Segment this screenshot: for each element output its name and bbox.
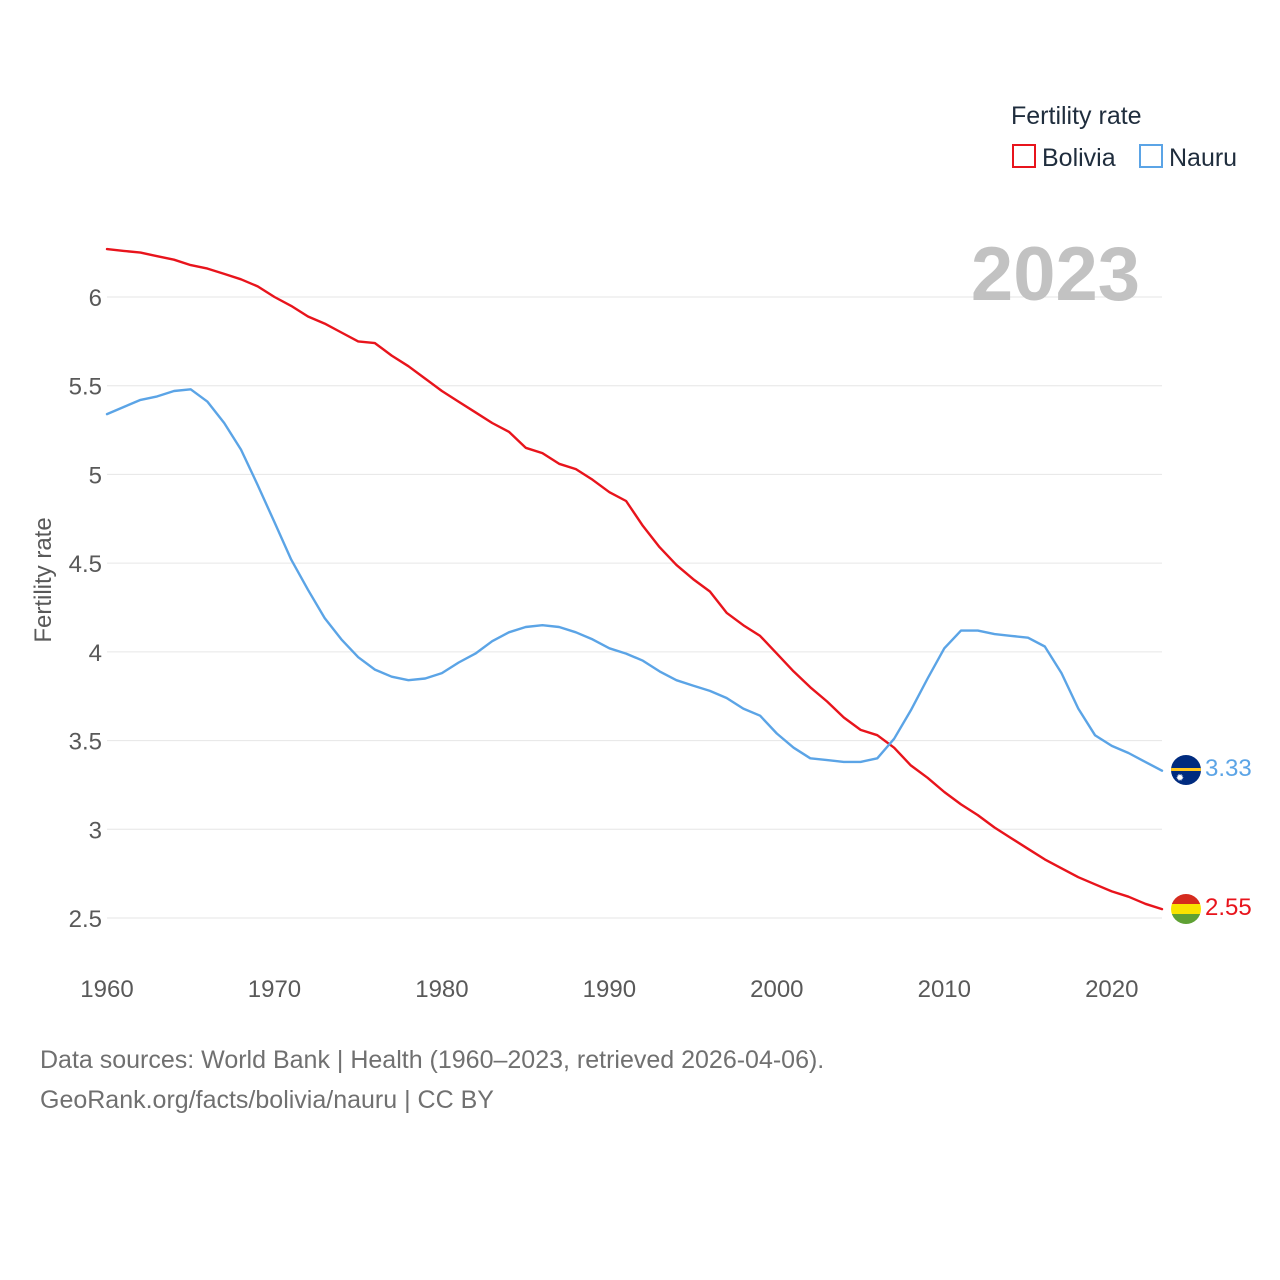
series-line-bolivia bbox=[105, 247, 1164, 911]
x-tick-label: 2020 bbox=[1085, 976, 1138, 1003]
legend-label-bolivia: Bolivia bbox=[1042, 144, 1116, 172]
legend: Fertility rate Bolivia Nauru bbox=[1011, 102, 1237, 172]
legend-swatch-nauru bbox=[1139, 144, 1163, 168]
current-year-label: 2023 bbox=[971, 232, 1140, 317]
nauru-end-value: 3.33 bbox=[1205, 755, 1252, 782]
legend-title: Fertility rate bbox=[1011, 102, 1142, 130]
gridlines bbox=[107, 296, 1162, 919]
x-tick-label: 1970 bbox=[248, 976, 301, 1003]
line-chart: 2.5 3 3.5 4 4.5 5 5.5 6 1960 1970 1980 1990 2000 201… bbox=[30, 102, 1252, 1003]
x-tick-label: 1990 bbox=[583, 976, 636, 1003]
y-tick-label: 2.5 bbox=[69, 906, 102, 933]
y-tick-label: 3.5 bbox=[69, 729, 102, 756]
nauru-flag-icon: ✹ bbox=[1171, 755, 1201, 785]
y-tick-label: 4.5 bbox=[69, 551, 102, 578]
series-line-nauru bbox=[105, 388, 1164, 772]
source-note: Data sources: World Bank | Health (1960–… bbox=[40, 1040, 824, 1120]
series-lines bbox=[105, 247, 1164, 911]
x-tick-label: 1960 bbox=[80, 976, 133, 1003]
y-tick-label: 3 bbox=[89, 817, 102, 844]
x-tick-label: 1980 bbox=[415, 976, 468, 1003]
y-axis-ticks: 2.5 3 3.5 4 4.5 5 5.5 6 bbox=[69, 285, 102, 933]
y-tick-label: 5 bbox=[89, 462, 102, 489]
bolivia-end-value: 2.55 bbox=[1205, 894, 1252, 921]
bolivia-flag-icon bbox=[1171, 894, 1201, 924]
legend-swatch-bolivia bbox=[1012, 144, 1036, 168]
x-tick-label: 2000 bbox=[750, 976, 803, 1003]
x-axis-ticks: 1960 1970 1980 1990 2000 2010 2020 bbox=[80, 976, 1138, 1003]
legend-label-nauru: Nauru bbox=[1169, 144, 1237, 172]
y-tick-label: 6 bbox=[89, 285, 102, 312]
svg-text:✹: ✹ bbox=[1176, 773, 1184, 784]
y-axis-title: Fertility rate bbox=[30, 517, 57, 642]
source-line-1: Data sources: World Bank | Health (1960–… bbox=[40, 1046, 825, 1074]
y-tick-label: 5.5 bbox=[69, 374, 102, 401]
series-end-markers: ✹ 2.55 3.33 bbox=[1171, 755, 1252, 924]
y-tick-label: 4 bbox=[89, 640, 102, 667]
x-tick-label: 2010 bbox=[918, 976, 971, 1003]
source-line-2: GeoRank.org/facts/bolivia/nauru | CC BY bbox=[40, 1086, 494, 1114]
